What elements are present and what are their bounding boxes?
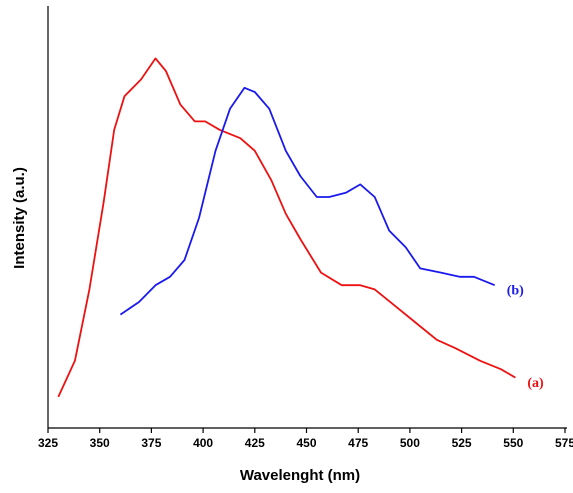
x-tick-label: 450 bbox=[296, 436, 316, 450]
x-axis-label: Wavelenght (nm) bbox=[240, 467, 360, 484]
x-tick-label: 500 bbox=[400, 436, 420, 450]
data-line bbox=[119, 86, 496, 316]
x-tick-label: 425 bbox=[245, 436, 265, 450]
x-tick-label: 475 bbox=[348, 436, 368, 450]
x-tick-label: 350 bbox=[90, 436, 110, 450]
y-axis-label: Intensity (a.u.) bbox=[11, 167, 28, 269]
data-line bbox=[57, 57, 516, 398]
x-tick-label: 550 bbox=[503, 436, 523, 450]
series-label: (b) bbox=[507, 283, 524, 298]
series-label: (a) bbox=[527, 376, 544, 391]
x-tick-label: 525 bbox=[452, 436, 472, 450]
x-tick-label: 400 bbox=[193, 436, 213, 450]
x-tick-label: 375 bbox=[141, 436, 161, 450]
x-tick-label: 325 bbox=[38, 436, 58, 450]
x-tick-label: 575 bbox=[555, 436, 573, 450]
